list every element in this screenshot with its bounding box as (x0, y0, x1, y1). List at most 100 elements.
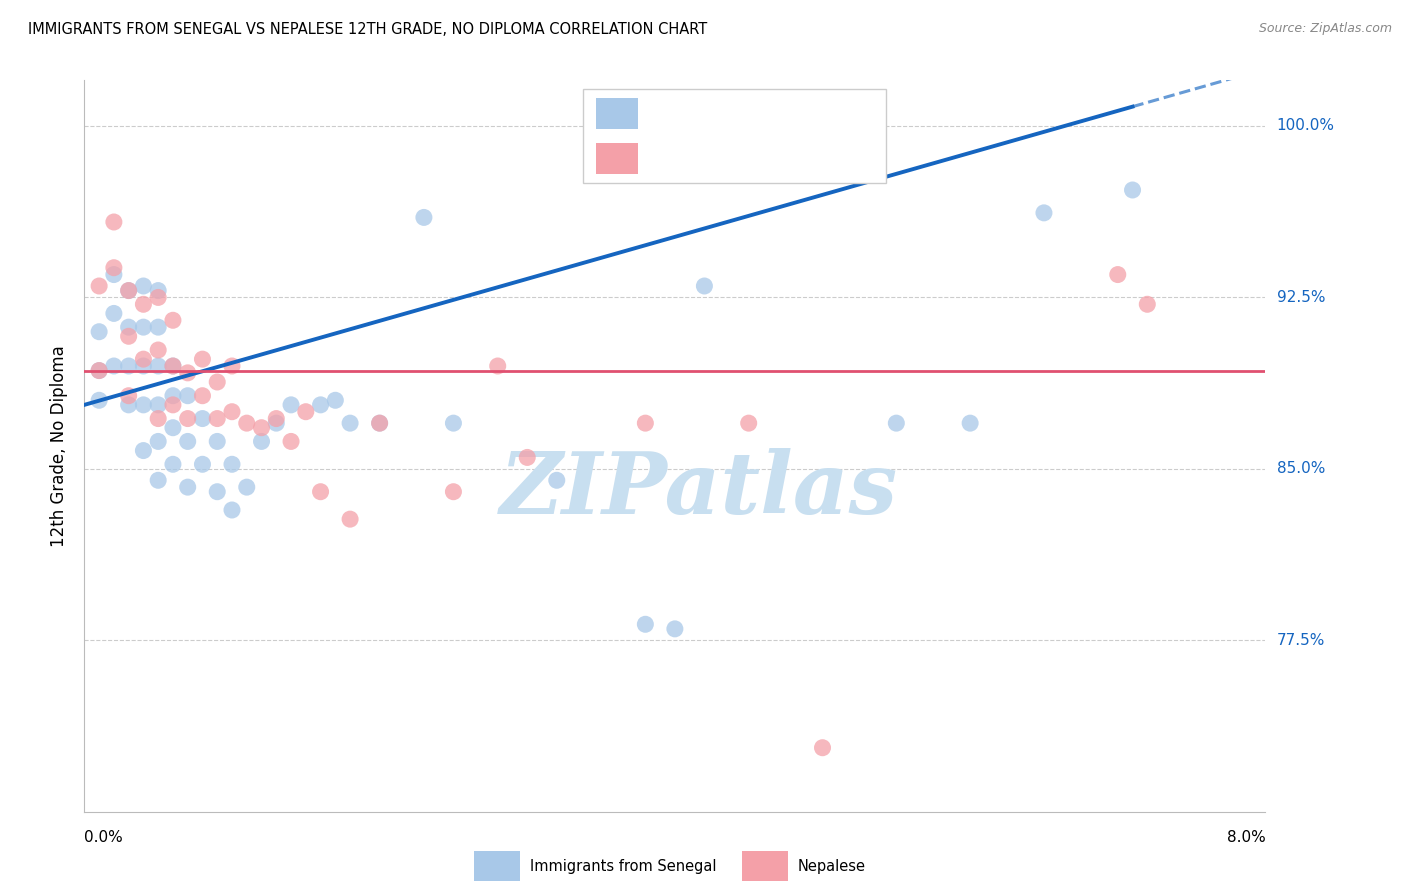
Point (148, 284, 170, 298)
Point (339, 416, 361, 430)
FancyBboxPatch shape (583, 89, 886, 183)
Point (221, 503, 243, 517)
Point (235, 480, 259, 494)
Point (205, 375, 228, 389)
Point (162, 398, 184, 412)
Text: 100.0%: 100.0% (1277, 119, 1334, 134)
Point (191, 389, 214, 403)
Text: Source: ZipAtlas.com: Source: ZipAtlas.com (1258, 22, 1392, 36)
Point (148, 290, 170, 304)
Point (148, 320, 170, 334)
Point (162, 359, 184, 373)
Text: Nepalese: Nepalese (799, 859, 866, 873)
Point (148, 473, 170, 487)
Point (516, 450, 538, 465)
Point (1107, 268, 1129, 282)
Point (132, 443, 155, 458)
Text: 0.0%: 0.0% (84, 830, 124, 845)
Point (1122, 183, 1144, 197)
Point (309, 484, 332, 499)
Point (413, 211, 436, 225)
Point (250, 434, 273, 449)
Point (264, 416, 288, 430)
Point (162, 421, 184, 435)
Text: 0.348: 0.348 (692, 104, 745, 122)
Point (162, 359, 184, 373)
Point (1136, 297, 1159, 311)
Point (177, 411, 200, 425)
Point (87, 325, 111, 339)
Point (664, 622, 686, 636)
FancyBboxPatch shape (474, 851, 520, 881)
Point (693, 279, 716, 293)
Point (280, 434, 302, 449)
Text: R =: R = (650, 150, 686, 168)
Point (162, 313, 184, 327)
Point (87, 363, 111, 377)
Point (205, 484, 228, 499)
Point (368, 416, 391, 430)
Text: IMMIGRANTS FROM SENEGAL VS NEPALESE 12TH GRADE, NO DIPLOMA CORRELATION CHART: IMMIGRANTS FROM SENEGAL VS NEPALESE 12TH… (28, 22, 707, 37)
Point (546, 473, 568, 487)
Text: 85.0%: 85.0% (1277, 461, 1324, 476)
Point (486, 359, 509, 373)
Point (811, 740, 834, 755)
Text: N =: N = (756, 104, 793, 122)
Point (221, 359, 243, 373)
Text: Immigrants from Senegal: Immigrants from Senegal (530, 859, 716, 873)
FancyBboxPatch shape (596, 97, 638, 129)
Point (634, 617, 657, 632)
Point (205, 411, 228, 425)
Point (162, 389, 184, 403)
Point (148, 359, 170, 373)
Point (959, 416, 981, 430)
Point (132, 279, 155, 293)
Point (1032, 206, 1054, 220)
Point (443, 416, 465, 430)
Point (295, 405, 318, 419)
Text: 52: 52 (804, 104, 827, 122)
Point (148, 411, 170, 425)
Point (118, 398, 141, 412)
Point (132, 398, 155, 412)
Point (634, 416, 657, 430)
Point (118, 389, 141, 403)
Point (118, 320, 141, 334)
Point (443, 484, 465, 499)
Point (103, 268, 125, 282)
Point (148, 434, 170, 449)
Point (177, 434, 200, 449)
Point (118, 284, 141, 298)
Point (221, 458, 243, 472)
FancyBboxPatch shape (742, 851, 787, 881)
Point (118, 359, 141, 373)
Text: ZIPatlas: ZIPatlas (499, 448, 897, 532)
Text: 77.5%: 77.5% (1277, 632, 1324, 648)
Text: 39: 39 (804, 150, 827, 168)
FancyBboxPatch shape (596, 143, 638, 175)
Point (148, 398, 170, 412)
Point (87, 279, 111, 293)
Point (339, 512, 361, 526)
Point (309, 398, 332, 412)
Point (103, 306, 125, 320)
Point (323, 393, 347, 408)
Point (264, 411, 288, 425)
Point (205, 434, 228, 449)
Point (191, 411, 214, 425)
Point (118, 284, 141, 298)
Point (87, 393, 111, 408)
Point (118, 329, 141, 343)
Point (221, 405, 243, 419)
Point (191, 352, 214, 367)
Point (148, 343, 170, 357)
Text: 8.0%: 8.0% (1226, 830, 1265, 845)
Point (177, 480, 200, 494)
Point (103, 260, 125, 275)
Point (87, 363, 111, 377)
Point (132, 320, 155, 334)
Point (177, 389, 200, 403)
Point (250, 421, 273, 435)
Point (162, 458, 184, 472)
Point (235, 416, 259, 430)
